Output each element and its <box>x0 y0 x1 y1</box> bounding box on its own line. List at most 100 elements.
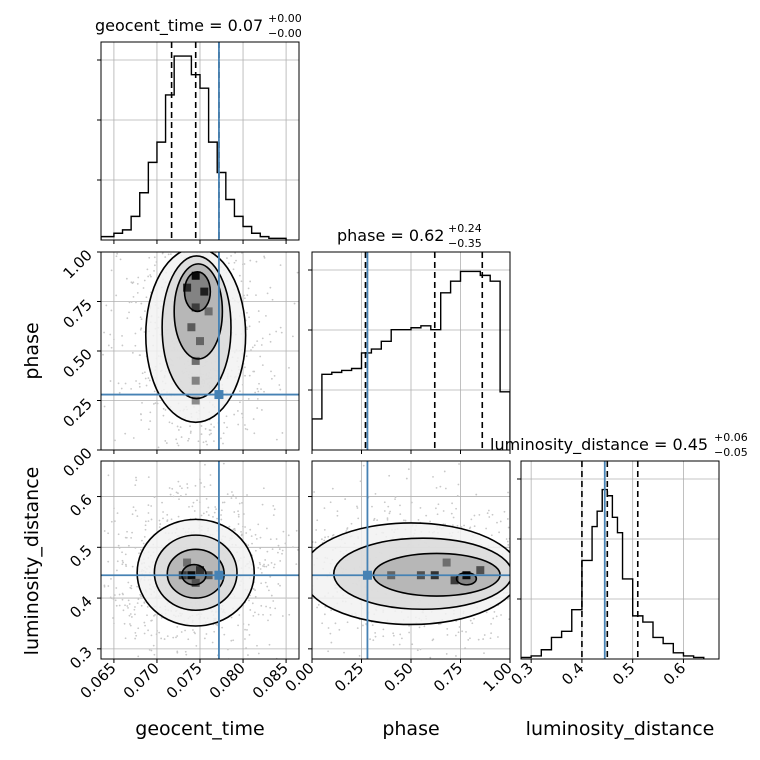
scatter-geocent_time-phase-sample-point <box>209 429 212 432</box>
scatter-phase-luminosity_distance-sample-point <box>320 538 323 541</box>
scatter-geocent_time-luminosity_distance-sample-point <box>158 526 161 528</box>
scatter-geocent_time-luminosity_distance-sample-point <box>244 526 246 528</box>
scatter-geocent_time-luminosity_distance-sample-point <box>284 542 287 545</box>
scatter-geocent_time-phase-sample-point <box>143 331 146 333</box>
scatter-phase-luminosity_distance-sample-point <box>293 536 295 538</box>
scatter-geocent_time-phase-sample-point <box>246 311 248 314</box>
scatter-phase-luminosity_distance-sample-point <box>399 513 402 516</box>
scatter-phase-luminosity_distance-sample-point <box>491 513 494 516</box>
scatter-geocent_time-phase-sample-point <box>179 426 182 429</box>
scatter-geocent_time-luminosity_distance-sample-point <box>113 622 115 625</box>
scatter-geocent_time-luminosity_distance-sample-point <box>147 520 150 523</box>
scatter-geocent_time-luminosity_distance-sample-point <box>124 553 127 556</box>
scatter-phase-luminosity_distance-sample-point <box>601 546 603 548</box>
scatter-geocent_time-phase-sample-point <box>222 432 225 435</box>
scatter-phase-luminosity_distance-sample-point <box>308 614 310 616</box>
scatter-phase-luminosity_distance-sample-point <box>576 594 578 596</box>
scatter-geocent_time-luminosity_distance-sample-point <box>124 563 127 566</box>
scatter-phase-luminosity_distance-sample-point <box>331 487 334 490</box>
scatter-geocent_time-phase-sample-point <box>241 263 244 266</box>
scatter-phase-luminosity_distance-sample-point <box>408 631 411 634</box>
scatter-geocent_time-phase-density-cell-0 <box>191 271 200 280</box>
scatter-phase-luminosity_distance-sample-point <box>346 621 349 624</box>
scatter-geocent_time-luminosity_distance-sample-point <box>177 515 180 518</box>
scatter-phase-luminosity_distance-sample-point <box>564 620 566 622</box>
scatter-geocent_time-luminosity_distance-sample-point <box>166 635 169 638</box>
scatter-geocent_time-phase-sample-point <box>125 277 128 280</box>
scatter-geocent_time-luminosity_distance-sample-point <box>272 600 275 602</box>
scatter-geocent_time-luminosity_distance-sample-point <box>318 623 320 625</box>
scatter-geocent_time-luminosity_distance-sample-point <box>240 530 242 533</box>
scatter-geocent_time-phase-sample-point <box>161 232 163 234</box>
scatter-geocent_time-phase-sample-point <box>273 374 276 377</box>
scatter-geocent_time-phase-sample-point <box>291 335 294 338</box>
scatter-geocent_time-phase-sample-point <box>204 231 206 233</box>
scatter-geocent_time-phase-sample-point <box>152 403 155 405</box>
scatter-phase-luminosity_distance-sample-point <box>486 512 489 515</box>
scatter-phase-luminosity_distance-sample-point <box>533 555 535 557</box>
scatter-geocent_time-phase-sample-point <box>210 432 212 435</box>
scatter-geocent_time-luminosity_distance-sample-point <box>134 631 137 634</box>
scatter-geocent_time-luminosity_distance-sample-point <box>259 536 262 539</box>
scatter-phase-luminosity_distance-sample-point <box>450 512 453 515</box>
scatter-geocent_time-phase-sample-point <box>210 423 213 426</box>
scatter-geocent_time-phase-sample-point <box>250 250 252 252</box>
scatter-geocent_time-phase-sample-point <box>149 274 152 276</box>
scatter-geocent_time-phase-sample-point <box>185 452 187 454</box>
scatter-geocent_time-luminosity_distance-sample-point <box>98 605 100 607</box>
scatter-geocent_time-phase-sample-point <box>261 337 264 340</box>
scatter-geocent_time-phase-sample-point <box>132 437 135 439</box>
scatter-geocent_time-phase-sample-point <box>263 216 265 218</box>
scatter-geocent_time-phase-sample-point <box>221 238 223 240</box>
scatter-geocent_time-phase-sample-point <box>103 405 106 408</box>
scatter-geocent_time-luminosity_distance-sample-point <box>260 604 263 607</box>
scatter-geocent_time-phase-sample-point <box>234 248 236 250</box>
scatter-phase-luminosity_distance-sample-point <box>327 535 330 538</box>
scatter-geocent_time-luminosity_distance-sample-point <box>269 538 272 541</box>
scatter-geocent_time-luminosity_distance-sample-point <box>143 621 146 624</box>
scatter-geocent_time-phase-sample-point <box>156 402 159 405</box>
scatter-geocent_time-phase-sample-point <box>188 232 190 234</box>
scatter-geocent_time-phase-sample-point <box>266 292 269 295</box>
ytick-label-luminosity_distance: 0.4 <box>66 592 96 622</box>
scatter-geocent_time-phase-sample-point <box>147 275 150 278</box>
scatter-phase-luminosity_distance-sample-point <box>345 530 348 532</box>
scatter-phase-luminosity_distance-sample-point <box>540 579 542 581</box>
scatter-geocent_time-luminosity_distance-sample-point <box>272 504 275 507</box>
scatter-geocent_time-luminosity_distance-sample-point <box>124 637 127 640</box>
scatter-phase-luminosity_distance-sample-point <box>503 510 506 513</box>
scatter-phase-luminosity_distance-sample-point <box>287 551 289 553</box>
scatter-geocent_time-phase-sample-point <box>162 414 165 417</box>
scatter-phase-luminosity_distance-sample-point <box>394 498 396 501</box>
scatter-geocent_time-luminosity_distance-sample-point <box>213 511 216 514</box>
scatter-geocent_time-luminosity_distance-sample-point <box>281 615 284 617</box>
scatter-phase-luminosity_distance-sample-point <box>500 614 502 616</box>
scatter-phase-luminosity_distance-sample-point <box>528 526 530 528</box>
scatter-geocent_time-phase-sample-point <box>258 382 260 385</box>
scatter-phase-luminosity_distance-sample-point <box>290 600 292 602</box>
scatter-geocent_time-phase-sample-point <box>214 165 216 167</box>
scatter-geocent_time-luminosity_distance-sample-point <box>66 617 68 619</box>
scatter-geocent_time-phase-sample-point <box>233 413 236 416</box>
scatter-geocent_time-phase-sample-point <box>213 426 215 428</box>
scatter-geocent_time-luminosity_distance-sample-point <box>237 523 240 525</box>
scatter-geocent_time-phase-sample-point <box>180 465 182 467</box>
scatter-geocent_time-phase-sample-point <box>110 269 113 272</box>
scatter-phase-luminosity_distance-sample-point <box>346 527 349 529</box>
scatter-geocent_time-phase-sample-point <box>109 380 112 382</box>
scatter-geocent_time-phase-sample-point <box>200 433 203 436</box>
scatter-phase-luminosity_distance-sample-point <box>525 572 527 574</box>
scatter-geocent_time-phase-sample-point <box>158 474 160 476</box>
scatter-phase-luminosity_distance-sample-point <box>482 638 485 640</box>
scatter-geocent_time-phase-sample-point <box>239 390 241 393</box>
scatter-phase-luminosity_distance-sample-point <box>303 646 305 648</box>
scatter-geocent_time-phase-sample-point <box>114 439 116 442</box>
scatter-geocent_time-luminosity_distance-sample-point <box>260 582 263 585</box>
scatter-phase-luminosity_distance-sample-point <box>492 617 495 620</box>
scatter-phase-luminosity_distance-sample-point <box>280 594 282 596</box>
scatter-geocent_time-phase-sample-point <box>169 220 171 222</box>
scatter-phase-luminosity_distance-sample-point <box>350 522 353 525</box>
scatter-geocent_time-phase-sample-point <box>287 246 289 248</box>
scatter-geocent_time-luminosity_distance-sample-point <box>128 614 131 617</box>
scatter-geocent_time-phase-sample-point <box>234 252 237 254</box>
